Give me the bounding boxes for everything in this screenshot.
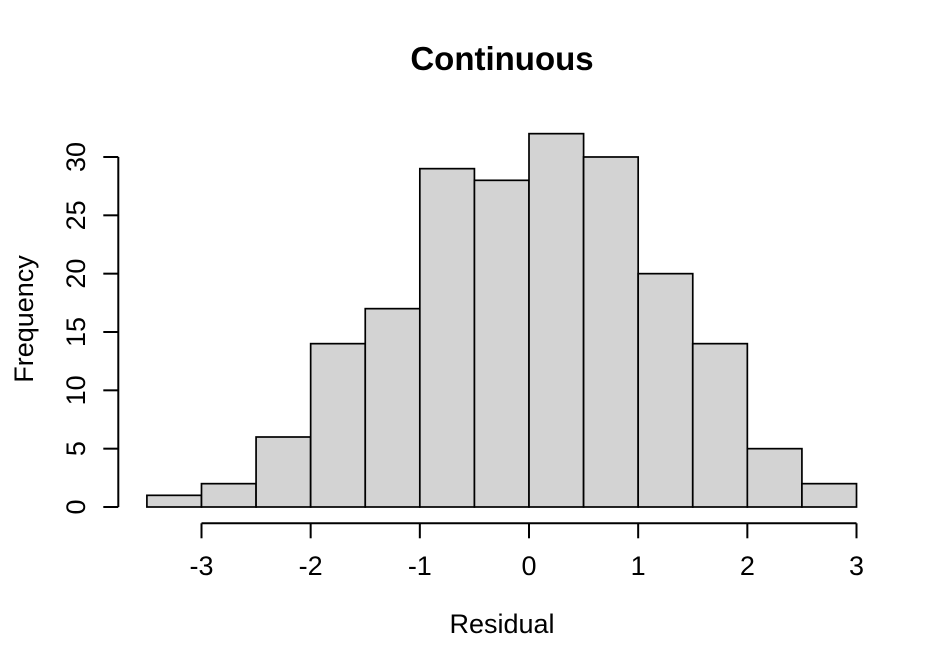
histogram-bar [473,179,530,508]
x-tick-label: -3 [189,551,213,581]
histogram-bar [691,342,749,508]
x-tick-label: 0 [521,551,536,581]
histogram-bar [418,167,476,508]
x-tick-label: 1 [631,551,646,581]
y-tick-label: 25 [61,200,91,230]
x-tick-label: 2 [740,551,755,581]
y-tick-label: 20 [61,259,91,289]
histogram-bar [309,342,367,508]
x-tick-label: -1 [408,551,432,581]
histogram-bar [637,272,694,508]
histogram-bar [255,436,312,508]
histogram-bar [200,482,257,508]
y-tick-label: 5 [61,441,91,456]
histogram-bar [801,482,858,508]
x-tick-label: 3 [849,551,864,581]
y-axis-label: Frequency [9,255,39,383]
x-axis-label: Residual [449,609,555,639]
y-tick-label: 30 [61,142,91,172]
y-tick-label: 15 [61,317,91,347]
y-tick-label: 0 [61,499,91,514]
histogram-bar [146,494,203,508]
histogram-bar [528,132,585,508]
histogram-bar [582,156,640,508]
x-tick-label: -2 [299,551,323,581]
histogram-bar [746,447,803,508]
y-tick-label: 10 [61,375,91,405]
chart-title: Continuous [410,40,594,77]
histogram-bar [364,307,421,508]
